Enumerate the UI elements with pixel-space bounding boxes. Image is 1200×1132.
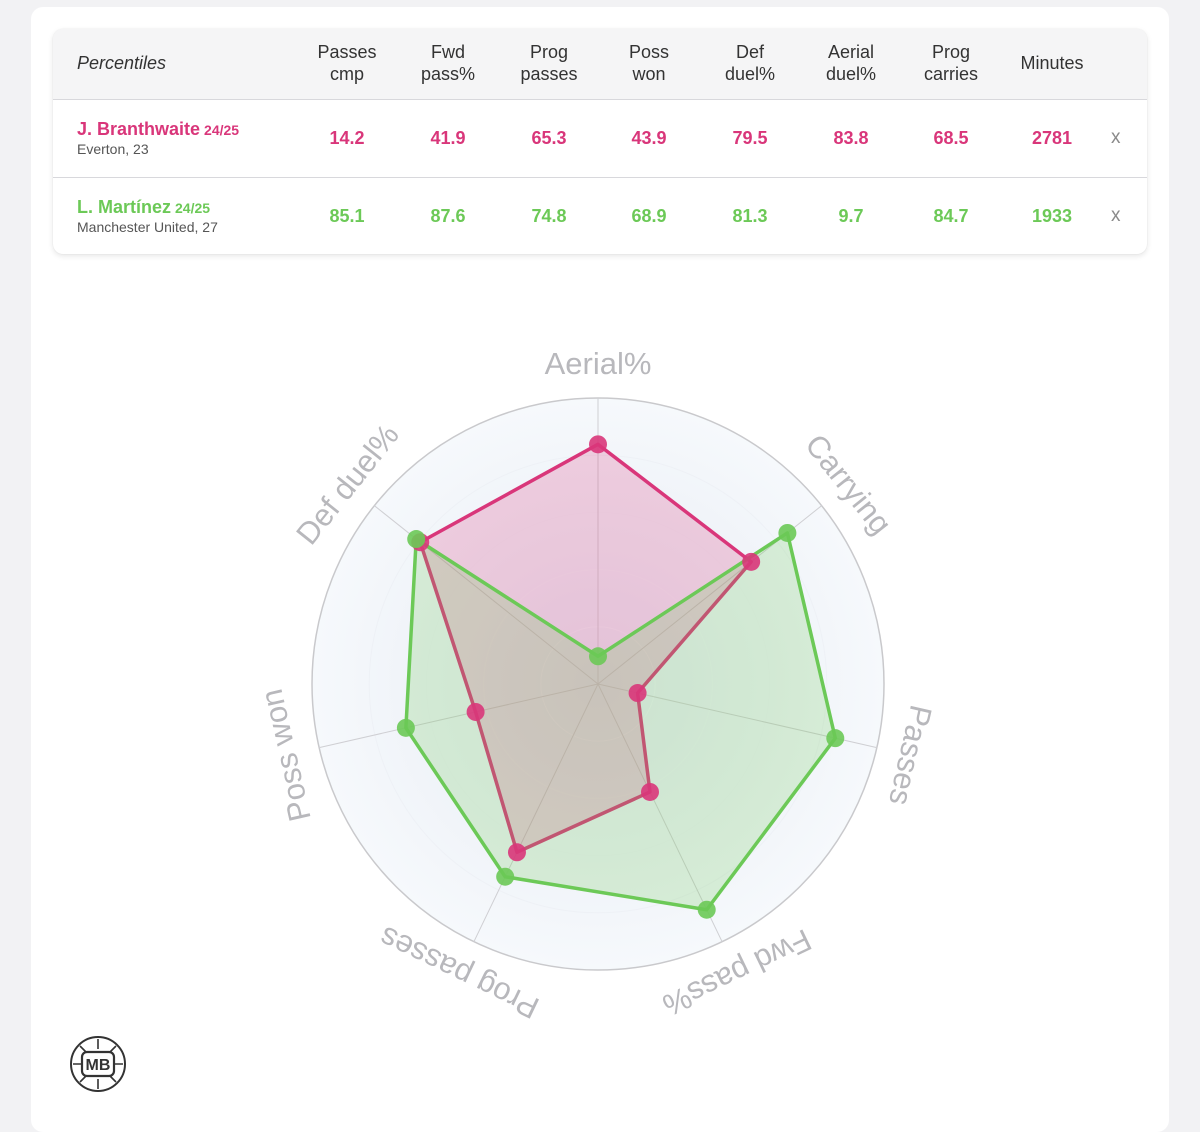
table-row: L. Martínez 24/25 Manchester United, 27 8… — [53, 177, 1147, 255]
radar-point-branthwaite — [742, 552, 761, 571]
value-prog-passes: 65.3 — [531, 128, 567, 148]
radar-axis-label: Poss won — [254, 686, 318, 825]
value-passes-cmp: 14.2 — [329, 128, 365, 148]
player-club: Manchester United, 27 — [77, 219, 218, 235]
radar-spoke — [597, 683, 723, 942]
radar-point-martinez — [778, 523, 797, 542]
radar-point-branthwaite — [628, 684, 647, 703]
player-name: L. Martínez 24/25 — [77, 197, 211, 217]
value-def-duel: 79.5 — [732, 128, 768, 148]
remove-player-button[interactable]: x — [1111, 205, 1121, 226]
radar-point-martinez — [697, 900, 716, 919]
mb-logo: MB — [70, 1036, 126, 1092]
radar-point-branthwaite — [466, 702, 485, 721]
radar-point-branthwaite — [507, 843, 526, 862]
radar-series-martinez — [404, 531, 838, 912]
value-passes-cmp: 85.1 — [329, 206, 365, 226]
value-poss-won: 68.9 — [631, 206, 667, 226]
remove-player-button[interactable]: x — [1111, 127, 1121, 148]
radar-axis-label: Aerial% — [545, 346, 652, 381]
value-minutes: 1933 — [1031, 206, 1073, 226]
column-header-fwd-pass: Fwd pass% — [420, 42, 476, 84]
radar-spoke — [319, 683, 599, 749]
value-prog-passes: 74.8 — [531, 206, 567, 226]
radar-point-martinez — [407, 530, 426, 549]
column-header-passes-cmp: Passes cmp — [317, 42, 377, 84]
value-fwd-pass: 41.9 — [430, 128, 466, 148]
player-season: 24/25 — [204, 122, 240, 138]
player-club: Everton, 23 — [77, 141, 149, 157]
table-row: J. Branthwaite 24/25 Everton, 23 14.2 41.… — [53, 99, 1147, 178]
value-minutes: 2781 — [1031, 128, 1073, 148]
radar-point-martinez — [589, 647, 607, 666]
logo-text: MB — [86, 1057, 111, 1074]
value-poss-won: 43.9 — [631, 128, 667, 148]
column-header-prog-carries: Prog carries — [923, 42, 978, 84]
value-prog-carries: 68.5 — [933, 128, 969, 148]
player-name: J. Branthwaite 24/25 — [77, 119, 240, 139]
value-aerial-duel: 9.7 — [838, 206, 864, 226]
radar-point-martinez — [396, 718, 415, 737]
value-def-duel: 81.3 — [732, 206, 768, 226]
player-season: 24/25 — [175, 200, 211, 216]
column-header-prog-passes: Prog passes — [520, 42, 578, 84]
column-header-poss-won: Poss won — [628, 42, 670, 84]
value-aerial-duel: 83.8 — [833, 128, 869, 148]
radar-point-martinez — [496, 867, 515, 886]
column-header-minutes: Minutes — [1020, 53, 1084, 73]
radar-axis-label: Passes — [882, 702, 939, 809]
column-header-def-duel: Def duel% — [724, 42, 776, 84]
value-prog-carries: 84.7 — [933, 206, 969, 226]
percentiles-table: Percentiles Passes cmp Fwd pass% Prog passe… — [53, 29, 1147, 254]
radar-point-branthwaite — [589, 435, 607, 454]
table-header: Percentiles Passes cmp Fwd pass% Prog passe… — [53, 29, 1147, 100]
column-header-aerial-duel: Aerial duel% — [825, 42, 877, 84]
value-fwd-pass: 87.6 — [430, 206, 466, 226]
table-title: Percentiles — [77, 53, 167, 73]
radar-point-branthwaite — [640, 782, 659, 801]
radar-spoke — [473, 683, 599, 942]
radar-point-martinez — [826, 729, 845, 748]
